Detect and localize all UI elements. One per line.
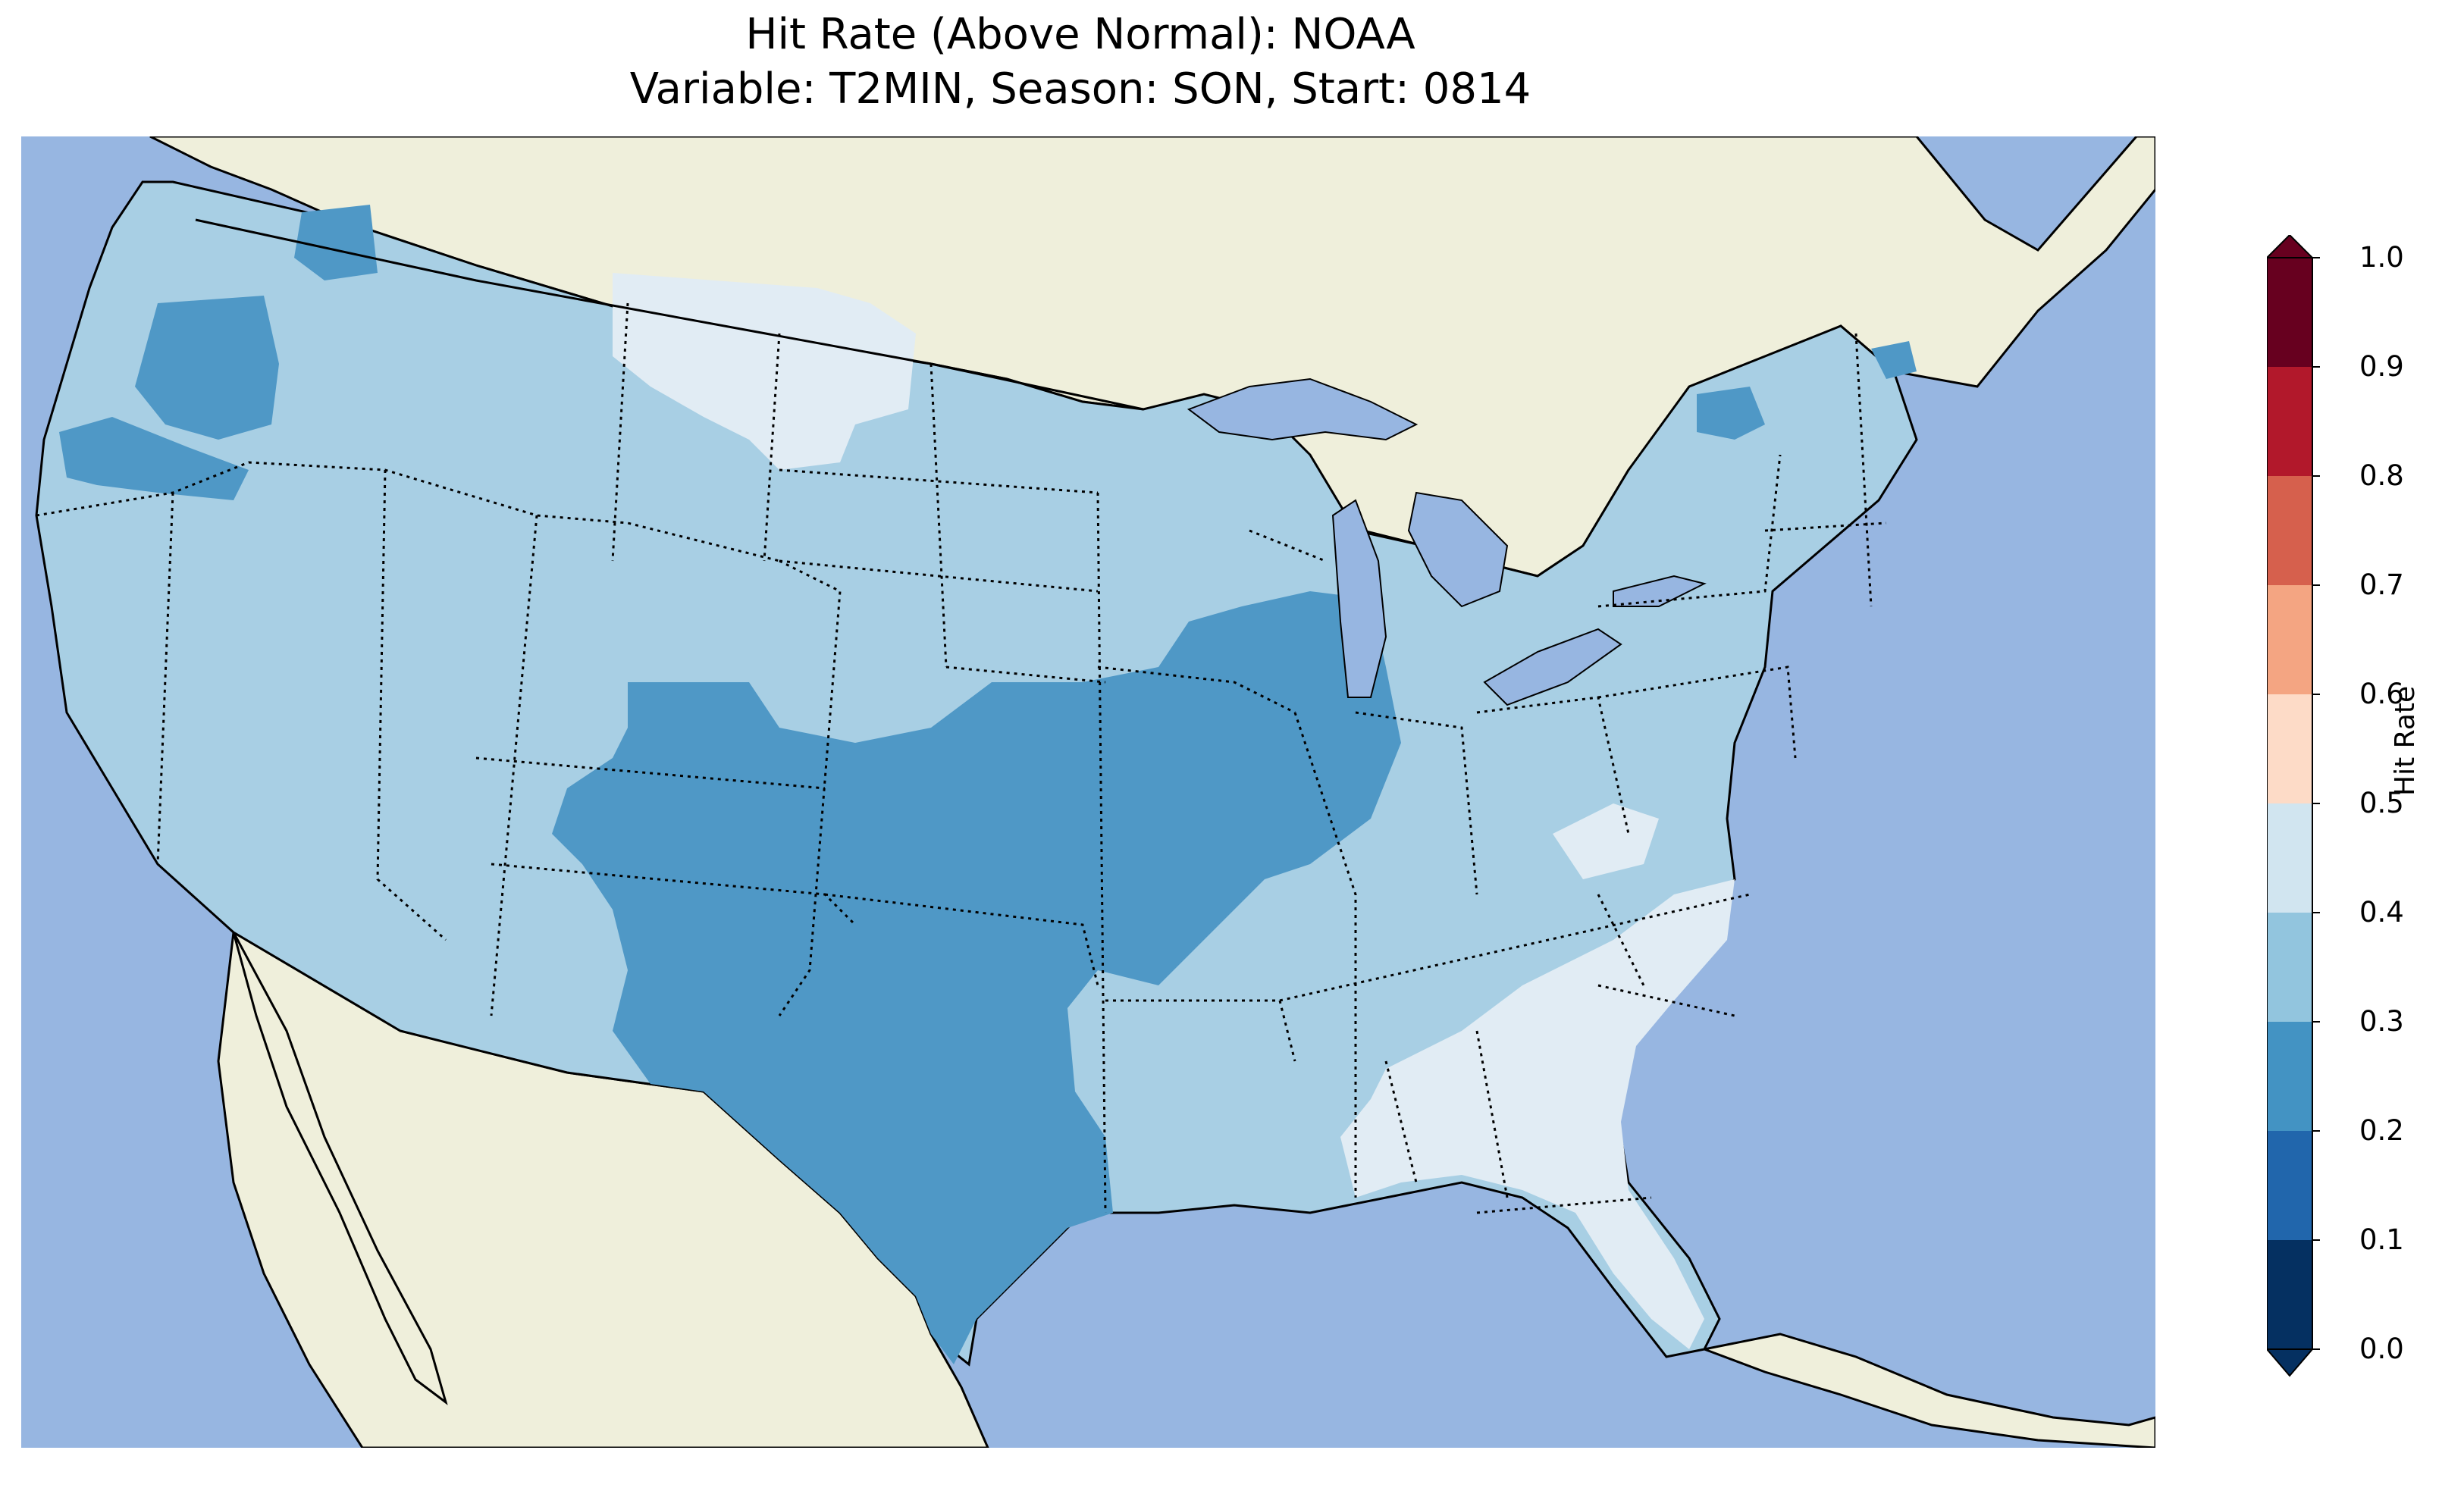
colorbar-bin	[2267, 1240, 2312, 1349]
colorbar-tick-label: 0.9	[2359, 350, 2404, 383]
colorbar-extend-min	[2267, 1348, 2315, 1377]
colorbar-tick-label: 0.1	[2359, 1223, 2404, 1256]
cuba	[1700, 1333, 2155, 1448]
colorbar-tick-label: 0.8	[2359, 459, 2404, 492]
colorbar-bin	[2267, 913, 2312, 1022]
colorbar-bin	[2267, 1022, 2312, 1131]
colorbar-tick-label: 0.2	[2359, 1114, 2404, 1147]
region-southeast	[1340, 879, 1735, 1349]
colorbar-bin	[2267, 803, 2312, 913]
colorbar-bin	[2267, 585, 2312, 694]
lake-huron	[1407, 491, 1509, 608]
region-pacific-northwest	[59, 417, 249, 500]
map-subtitle: Variable: T2MIN, Season: SON, Start: 081…	[629, 64, 1531, 114]
region-oregon-interior	[135, 296, 279, 440]
conus-hit-rate-map	[21, 136, 2155, 1448]
colorbar-tick-label: 0.7	[2359, 568, 2404, 601]
colorbar-bin	[2267, 1131, 2312, 1240]
colorbar-bin	[2267, 476, 2312, 585]
lake-erie	[1483, 628, 1622, 706]
us-canada-border	[195, 218, 1144, 411]
colorbar-bin	[2267, 694, 2312, 803]
region-new-york	[1697, 387, 1765, 440]
lake-superior	[1187, 377, 1419, 441]
colorbar-tick-label: 0.5	[2359, 787, 2404, 819]
region-southern-plains	[552, 591, 1401, 1364]
colorbar-bins	[2267, 257, 2320, 1350]
colorbar-bin	[2267, 258, 2312, 367]
colorbar-extend-max	[2267, 235, 2315, 258]
colorbar-tick-label: 1.0	[2359, 241, 2404, 274]
lake-ontario	[1613, 575, 1707, 607]
baja-peninsula	[232, 932, 448, 1405]
state-boundaries	[36, 302, 1887, 1214]
region-maine-coast	[1871, 341, 1917, 379]
colorbar-label: Hit Rate	[2390, 685, 2421, 796]
colorbar-tick-label: 0.3	[2359, 1005, 2404, 1038]
lake-michigan	[1331, 499, 1387, 698]
colorbar	[2267, 235, 2320, 1377]
colorbar-tick-label: 0.4	[2359, 896, 2404, 929]
map-title: Hit Rate (Above Normal): NOAA	[745, 10, 1415, 59]
colorbar-tick-label: 0.0	[2359, 1333, 2404, 1365]
region-idaho-patch	[294, 205, 378, 280]
region-ohio-valley-patch	[1553, 803, 1659, 879]
region-montana-high-plains	[613, 273, 916, 470]
colorbar-bin	[2267, 367, 2312, 476]
colorbar-tick-label: 0.6	[2359, 678, 2404, 710]
